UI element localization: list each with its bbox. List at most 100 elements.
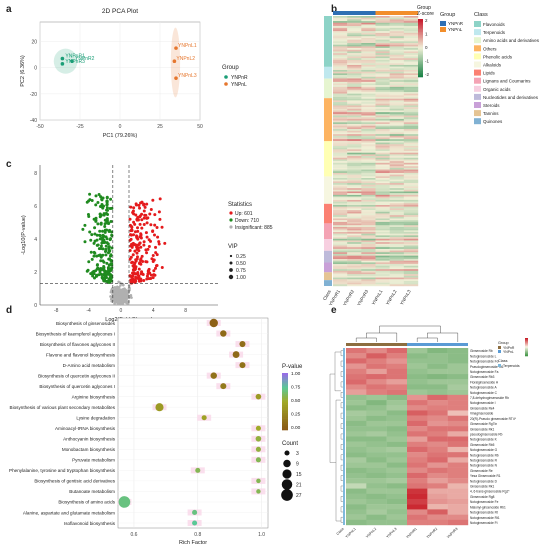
heatmap-e-cell	[366, 498, 387, 505]
heatmap-b-cell	[333, 279, 348, 282]
volcano-point-up	[129, 205, 133, 209]
heatmap-b-cell	[333, 70, 348, 72]
heatmap-e-cell	[346, 514, 367, 520]
heatmap-b-cell	[361, 188, 376, 191]
volcano-point-up	[130, 281, 134, 285]
volcano-point-down	[103, 269, 107, 273]
volcano-point-down	[90, 233, 94, 237]
heatmap-e-cell	[346, 436, 367, 442]
heatmap-b-cell	[361, 24, 376, 27]
heatmap-b-cell	[375, 56, 390, 59]
heatmap-b-cell	[361, 144, 376, 147]
heatmap-b-cell	[333, 178, 348, 180]
heatmap-b-cell	[347, 144, 362, 147]
volcano-point-up	[139, 257, 143, 261]
heatmap-e-cell	[447, 446, 469, 453]
volcano-point-down	[103, 225, 107, 229]
heatmap-b-cell	[403, 88, 419, 91]
heatmap-b-cell	[375, 29, 390, 32]
heatmap-b-cell	[389, 179, 405, 182]
heatmap-e-scale-step	[525, 347, 528, 349]
heatmap-e-cell	[447, 348, 469, 354]
heatmap-b-cell	[333, 134, 348, 137]
heatmap-b-cell	[403, 167, 419, 170]
heatmap-b-cell	[361, 179, 376, 182]
heatmap-b-scale-step	[418, 75, 423, 78]
volcano-point-up	[142, 223, 146, 227]
heatmap-b-cell	[347, 124, 362, 126]
heatmap-b-cell	[403, 252, 419, 255]
heatmap-b-class-legend-label: Nucleotides and derivatives	[483, 95, 539, 100]
enrichment-plot-area	[117, 317, 269, 529]
heatmap-b-cell	[389, 140, 405, 143]
heatmap-e-cell	[386, 462, 408, 468]
heatmap-b-cell	[361, 26, 376, 29]
volcano-point-insignificant	[118, 295, 122, 299]
heatmap-b-cell	[403, 215, 419, 218]
heatmap-b-cell	[403, 43, 419, 45]
heatmap-b-cell	[347, 98, 362, 101]
heatmap-e-cell	[407, 363, 428, 370]
heatmap-b-cell	[333, 223, 348, 226]
heatmap-b-cell	[333, 115, 348, 118]
heatmap-b-cell	[333, 235, 348, 238]
heatmap-b-cell	[375, 154, 390, 157]
heatmap-b-cell	[361, 245, 376, 248]
heatmap-e-cell	[366, 514, 387, 520]
heatmap-e-column-label: YNPnL1	[345, 527, 357, 539]
heatmap-e-scale-step	[525, 338, 528, 340]
heatmap-b-cell	[389, 237, 405, 239]
enrichment-point	[256, 489, 261, 494]
heatmap-b-cell	[333, 213, 348, 216]
heatmap-b-cell	[361, 199, 376, 202]
volcano-point-up	[136, 273, 140, 277]
pca-point-label: YNPnL3	[178, 73, 197, 79]
heatmap-e-cell	[346, 389, 367, 396]
heatmap-e-cell	[346, 504, 367, 510]
heatmap-e-cell	[346, 472, 367, 479]
heatmap-e-cell	[447, 384, 469, 390]
enrichment-pvalue-step	[282, 388, 288, 391]
heatmap-e-cell	[386, 452, 408, 458]
heatmap-b-cell	[361, 41, 376, 44]
enrichment-pathway-label: Biosynthesis of flavones aglycones II	[40, 342, 115, 347]
volcano-point-insignificant	[126, 300, 129, 304]
pca-point	[174, 76, 178, 80]
heatmap-b-cell	[389, 43, 405, 45]
heatmap-b-cell	[347, 218, 362, 221]
volcano-point-down	[88, 192, 92, 196]
heatmap-b-cell	[333, 44, 348, 47]
enrichment-pvalue-step	[282, 420, 288, 423]
heatmap-b-cell	[361, 105, 376, 108]
heatmap-e-cell	[366, 368, 387, 375]
heatmap-e-cell	[427, 400, 448, 406]
heatmap-b-cell	[361, 274, 376, 277]
volcano-point-down	[106, 251, 110, 255]
volcano-point-insignificant	[128, 286, 131, 290]
volcano-point-up	[143, 205, 147, 209]
enrichment-count-key	[282, 469, 292, 479]
heatmap-b-cell	[361, 61, 376, 64]
heatmap-b-class-segment	[324, 250, 332, 263]
heatmap-b-cell	[375, 279, 390, 282]
heatmap-b-cell	[375, 211, 390, 214]
volcano-point-up	[144, 260, 148, 264]
pca-ylabel: PC2 (6.36%)	[20, 55, 26, 87]
heatmap-b-scale-step	[418, 48, 423, 50]
volcano-point-down	[97, 253, 101, 257]
heatmap-b-cell	[389, 191, 405, 194]
heatmap-e-column-label: YNPnR1	[405, 527, 417, 539]
volcano-point-down	[99, 255, 103, 259]
heatmap-b-cell	[333, 156, 348, 158]
heatmap-b-cell	[389, 176, 405, 179]
heatmap-b-cell	[403, 191, 419, 194]
heatmap-b-group-legend-title: Group	[440, 12, 455, 18]
heatmap-b-cell	[333, 66, 348, 69]
heatmap-e-cell	[427, 405, 448, 411]
heatmap-e-row-label: Notoginsenoside N	[470, 464, 498, 468]
enrichment-pvalue-step	[282, 416, 288, 419]
heatmap-b-cell	[347, 139, 362, 142]
heatmap-b-cell	[389, 83, 405, 86]
volcano-point-up	[143, 213, 147, 217]
heatmap-b-cell	[403, 54, 419, 57]
